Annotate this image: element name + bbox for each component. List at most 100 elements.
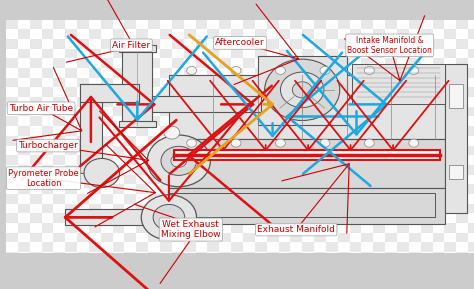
Bar [65, 87, 77, 97]
Circle shape [320, 139, 330, 147]
Bar [42, 146, 54, 155]
Bar [445, 126, 456, 136]
Bar [160, 87, 172, 97]
Bar [137, 146, 148, 155]
Bar [255, 204, 267, 213]
Bar [409, 146, 421, 155]
Bar [184, 233, 196, 242]
Bar [208, 175, 219, 184]
Bar [101, 204, 113, 213]
Bar [445, 175, 456, 184]
Bar [433, 87, 445, 97]
Bar [77, 68, 89, 78]
Bar [101, 223, 113, 233]
Bar [397, 175, 409, 184]
Bar [84, 158, 102, 188]
Bar [196, 165, 208, 175]
Bar [137, 29, 148, 39]
Bar [137, 165, 148, 175]
Bar [160, 194, 172, 204]
Bar [468, 78, 474, 87]
Bar [421, 175, 433, 184]
Bar [433, 49, 445, 58]
Bar [362, 194, 374, 204]
Bar [196, 126, 208, 136]
Bar [456, 184, 468, 194]
Bar [456, 175, 468, 184]
Bar [89, 78, 101, 87]
Bar [148, 39, 160, 49]
Bar [65, 175, 77, 184]
Bar [385, 242, 397, 252]
Bar [172, 39, 184, 49]
Bar [172, 233, 184, 242]
Circle shape [409, 139, 419, 147]
Circle shape [292, 82, 312, 98]
Bar [18, 39, 30, 49]
Bar [385, 194, 397, 204]
Bar [101, 184, 113, 194]
Bar [468, 49, 474, 58]
Bar [445, 20, 456, 29]
Bar [208, 78, 219, 87]
Bar [42, 233, 54, 242]
Bar [169, 193, 436, 217]
Bar [113, 146, 125, 155]
Bar [137, 155, 148, 165]
Bar [267, 107, 279, 116]
Bar [172, 126, 184, 136]
Bar [30, 58, 42, 68]
Bar [113, 87, 125, 97]
Bar [6, 49, 18, 58]
Bar [30, 49, 42, 58]
Bar [267, 126, 279, 136]
Bar [77, 20, 89, 29]
Bar [468, 242, 474, 252]
Bar [374, 204, 385, 213]
Bar [148, 194, 160, 204]
Bar [326, 242, 338, 252]
Bar [122, 48, 152, 125]
Bar [445, 146, 456, 155]
Bar [101, 68, 113, 78]
Bar [208, 39, 219, 49]
Bar [137, 68, 148, 78]
Bar [350, 146, 362, 155]
Bar [243, 184, 255, 194]
Bar [137, 223, 148, 233]
Bar [397, 242, 409, 252]
Bar [433, 107, 445, 116]
Bar [279, 242, 291, 252]
Bar [219, 194, 231, 204]
Bar [160, 107, 172, 116]
Bar [18, 146, 30, 155]
Bar [362, 87, 374, 97]
Bar [433, 68, 445, 78]
Bar [184, 155, 196, 165]
Bar [397, 233, 409, 242]
Bar [385, 252, 397, 262]
Bar [148, 116, 160, 126]
Bar [302, 136, 314, 146]
Bar [397, 126, 409, 136]
Bar [148, 146, 160, 155]
Bar [208, 49, 219, 58]
Bar [54, 58, 65, 68]
Bar [113, 175, 125, 184]
Bar [6, 78, 18, 87]
Bar [6, 165, 18, 175]
Bar [433, 252, 445, 262]
Bar [30, 184, 42, 194]
Bar [208, 29, 219, 39]
Bar [172, 97, 184, 107]
Bar [433, 126, 445, 136]
Bar [338, 68, 350, 78]
Bar [80, 84, 139, 102]
Bar [42, 97, 54, 107]
Bar [255, 233, 267, 242]
Bar [314, 165, 326, 175]
Bar [326, 39, 338, 49]
Bar [267, 252, 279, 262]
Bar [433, 213, 445, 223]
Bar [160, 20, 172, 29]
